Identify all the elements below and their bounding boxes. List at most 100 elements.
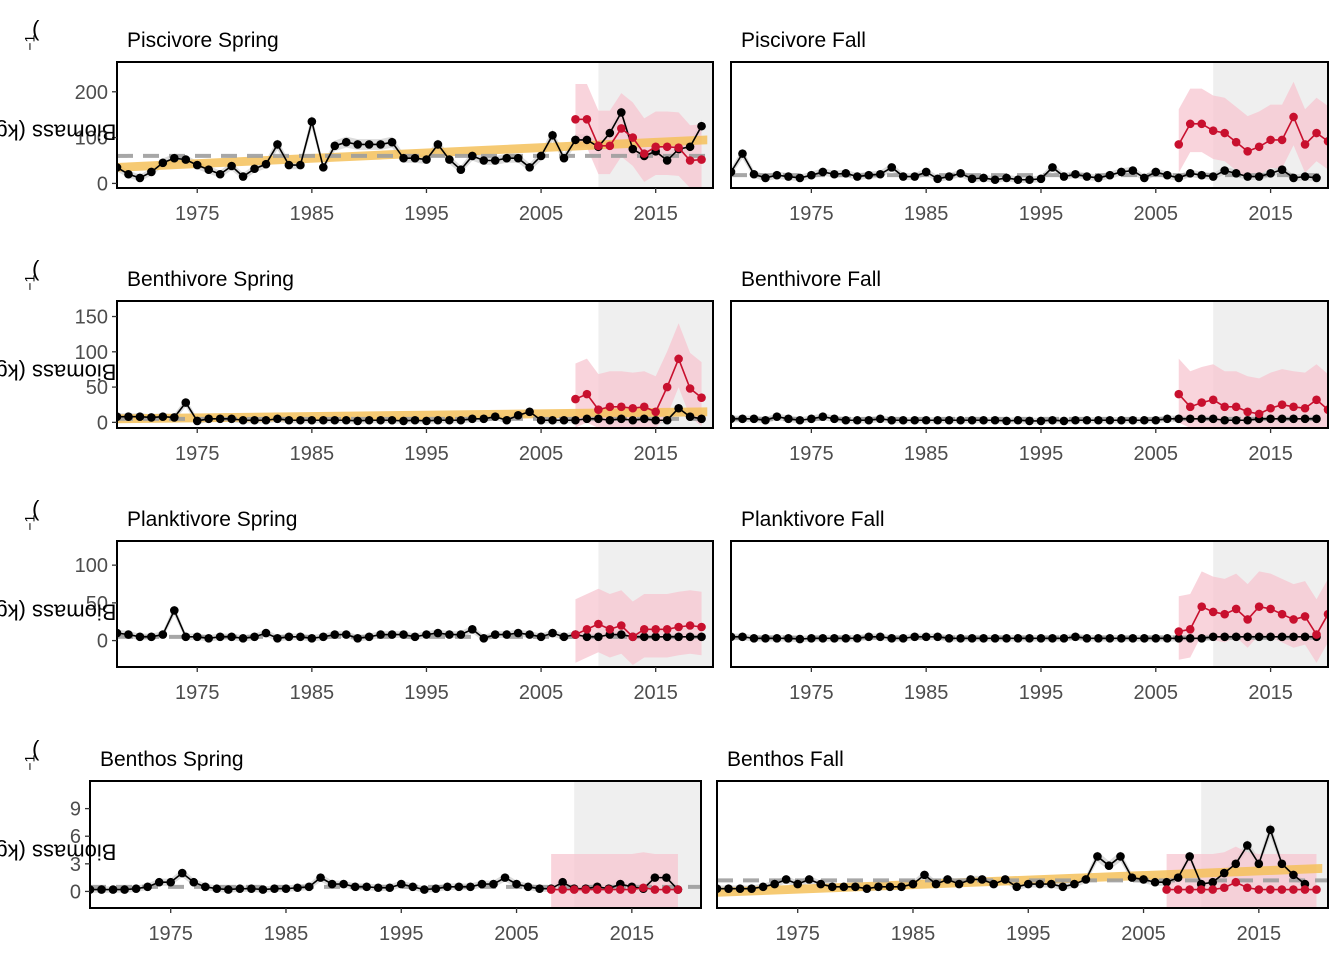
panel-title: Planktivore Spring	[127, 508, 297, 531]
black-series-point	[1013, 415, 1023, 425]
black-series-point	[1162, 634, 1172, 643]
black-series-point	[477, 879, 487, 889]
red-series-point	[1289, 615, 1298, 624]
black-series-point	[433, 415, 443, 425]
black-series-point	[885, 882, 895, 892]
black-series-point	[500, 873, 510, 882]
black-series-line	[117, 401, 702, 422]
black-series-point	[772, 170, 782, 180]
black-series-point	[628, 144, 638, 154]
black-series-point	[1081, 875, 1091, 884]
black-series-point	[1219, 868, 1229, 878]
black-series-point	[238, 172, 248, 181]
red-series-point	[1300, 140, 1310, 149]
black-series-point	[319, 415, 328, 425]
red-series-point	[604, 885, 614, 894]
black-series-point	[1254, 632, 1264, 642]
y-tick-label: 200	[75, 82, 108, 104]
black-series-point	[513, 411, 523, 420]
black-series-point	[956, 415, 965, 425]
red-series-point	[662, 624, 672, 634]
black-series-point	[307, 415, 317, 425]
x-tick-label: 2015	[610, 923, 655, 945]
black-series-point	[307, 117, 317, 126]
black-series-point	[841, 415, 851, 425]
black-series-point	[1266, 414, 1275, 424]
black-series-point	[956, 169, 965, 178]
black-series-point	[339, 879, 348, 889]
y-tick-label: 50	[86, 377, 108, 399]
panel-title: Piscivore Fall	[741, 29, 866, 52]
black-series-point	[525, 630, 534, 639]
black-series-point	[330, 141, 340, 151]
panel-title: Benthos Spring	[100, 748, 244, 771]
black-series-point	[795, 415, 805, 425]
red-series-point	[1197, 398, 1207, 407]
black-series-point	[399, 153, 408, 163]
black-series-point	[456, 630, 466, 639]
panel-piscivore-spring: Piscivore Spring 1975 1985 1995 2005 2015 0 100…	[75, 29, 714, 225]
x-tick-label: 1975	[175, 682, 220, 704]
black-series-point	[1254, 859, 1264, 869]
red-series-point	[628, 133, 638, 142]
black-series-point	[1185, 414, 1195, 424]
red-series-band	[1178, 81, 1328, 180]
black-series-point	[281, 884, 291, 893]
red-series-point	[651, 407, 660, 417]
x-tick-label: 2015	[1248, 443, 1293, 465]
black-series-point	[307, 634, 317, 643]
black-series-point	[341, 415, 351, 425]
black-series-point	[147, 632, 156, 642]
black-series-line	[731, 152, 1317, 181]
red-series-point	[674, 622, 683, 632]
black-series-point	[489, 879, 498, 889]
black-series-point	[804, 875, 814, 884]
black-series-point	[330, 415, 340, 425]
black-series-point	[456, 415, 466, 425]
black-series-point	[431, 884, 441, 893]
black-series-point	[738, 149, 747, 158]
black-series-point	[650, 873, 660, 882]
panel-benthos-fall: Benthos Fall 1975 1985 1995 2005 2015	[716, 748, 1329, 945]
red-series-point	[651, 142, 660, 152]
x-tick-label: 2005	[1134, 682, 1179, 704]
x-tick-label: 1995	[1006, 923, 1051, 945]
black-series-point	[990, 175, 1000, 185]
black-series-point	[327, 879, 337, 889]
black-series-point	[1231, 859, 1241, 869]
red-series-point	[1254, 409, 1264, 419]
red-series-point	[1208, 126, 1218, 136]
black-series-point	[967, 415, 977, 425]
black-series-point	[827, 882, 837, 892]
black-series-point	[1266, 632, 1275, 642]
black-series-point	[1082, 634, 1092, 643]
red-series-point	[1231, 402, 1241, 412]
black-series-point	[1289, 632, 1298, 642]
black-series-point	[841, 634, 851, 643]
y-tick-label: 3	[70, 854, 81, 876]
black-series-point	[1023, 879, 1033, 889]
black-series-point	[117, 628, 122, 638]
black-series-point	[1220, 415, 1229, 425]
black-series-point	[1150, 877, 1160, 887]
black-series-point	[408, 882, 418, 892]
x-tick-label: 1975	[148, 923, 193, 945]
red-series-point	[674, 354, 683, 364]
black-series-point	[420, 885, 429, 894]
panel-frame	[730, 300, 1329, 429]
black-series-point	[933, 415, 942, 425]
red-series-point	[1173, 885, 1183, 894]
black-series-point	[410, 153, 420, 163]
black-series-point	[1162, 414, 1172, 424]
black-series-point	[181, 632, 191, 642]
red-series-point	[1243, 883, 1252, 893]
black-series-point	[376, 140, 385, 149]
red-series-point	[1185, 624, 1195, 634]
black-series-line	[90, 872, 679, 891]
black-series-point	[117, 412, 122, 422]
black-series-point	[839, 882, 849, 892]
black-series-point	[852, 415, 862, 425]
black-series-point	[1002, 634, 1011, 643]
red-series-point	[1289, 402, 1298, 412]
black-series-point	[816, 879, 826, 889]
